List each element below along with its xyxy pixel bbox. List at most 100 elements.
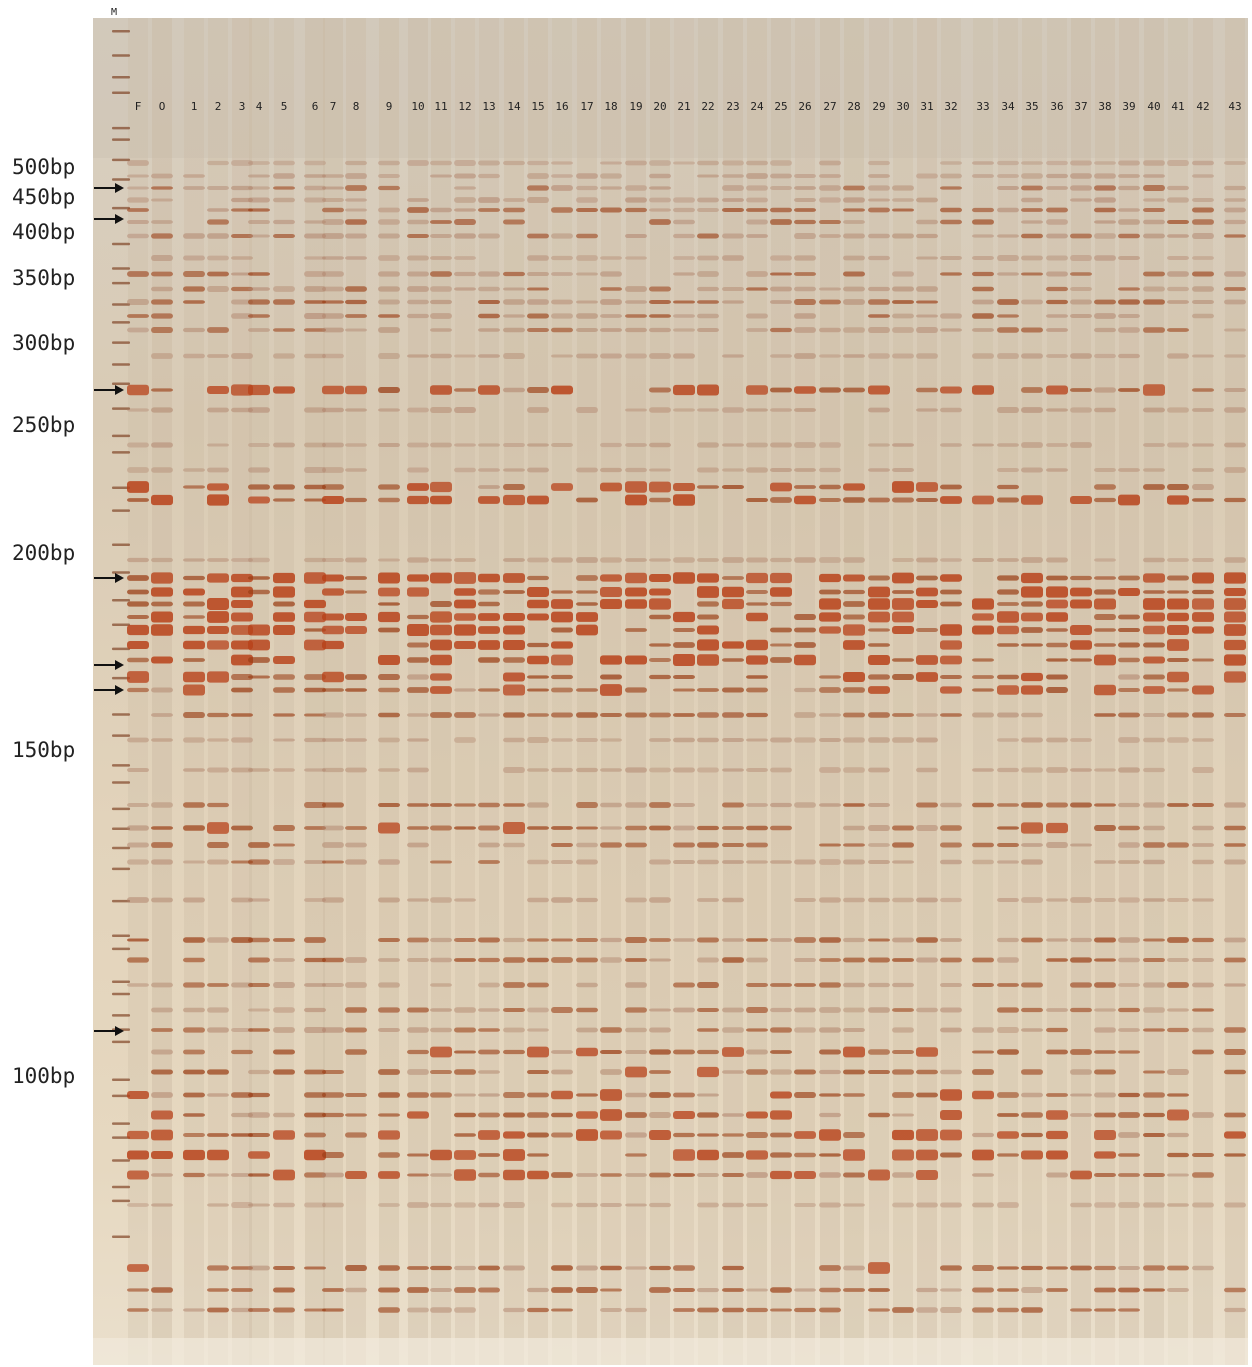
gel-band <box>454 572 476 584</box>
gel-band <box>248 937 270 943</box>
gel-band <box>1192 484 1214 490</box>
gel-band <box>322 186 344 190</box>
gel-band <box>940 589 962 595</box>
gel-band <box>378 353 400 359</box>
gel-band <box>1167 575 1189 581</box>
gel-band <box>819 1069 841 1075</box>
gel-band <box>527 467 549 473</box>
gel-band <box>819 767 841 773</box>
gel-band <box>503 573 525 583</box>
gel-band <box>600 826 622 830</box>
gel-band <box>207 407 229 413</box>
gel-band <box>868 674 890 680</box>
gel-band <box>1118 627 1140 633</box>
gel-band <box>183 825 205 831</box>
gel-band <box>183 588 205 596</box>
gel-band <box>770 354 792 358</box>
ladder-band <box>112 30 130 33</box>
gel-band <box>1143 160 1165 166</box>
gel-band <box>770 627 792 633</box>
gel-band <box>770 286 792 292</box>
gel-band <box>527 713 549 717</box>
gel-band <box>1094 1050 1116 1054</box>
gel-band <box>843 1007 865 1013</box>
gel-band <box>625 587 647 597</box>
gel-band <box>1118 1265 1140 1271</box>
gel-band <box>478 613 500 621</box>
gel-band <box>722 641 744 649</box>
lane-label-33: 33 <box>976 100 990 113</box>
gel-band <box>478 286 500 292</box>
gel-band <box>407 574 429 582</box>
gel-band <box>625 160 647 166</box>
gel-band <box>972 1173 994 1177</box>
lane-label-24: 24 <box>750 100 764 113</box>
gel-band <box>916 286 938 292</box>
gel-band <box>322 198 344 202</box>
gel-band <box>1094 1092 1116 1098</box>
gel-band <box>527 1153 549 1157</box>
gel-band <box>722 354 744 358</box>
gel-band <box>576 802 598 808</box>
gel-band <box>673 572 695 584</box>
gel-band <box>273 328 295 332</box>
gel-band <box>1070 575 1092 581</box>
gel-band <box>1143 299 1165 305</box>
gel-band <box>1224 328 1246 332</box>
gel-band <box>1167 160 1189 166</box>
gel-band <box>1046 674 1068 680</box>
gel-band <box>503 625 525 635</box>
ladder-band <box>112 599 130 602</box>
gel-band <box>843 982 865 988</box>
gel-band <box>1224 271 1246 277</box>
gel-band <box>1192 712 1214 718</box>
gel-band <box>454 1093 476 1097</box>
gel-band <box>1192 219 1214 225</box>
gel-band <box>345 826 367 830</box>
ladder-band <box>112 1094 130 1098</box>
gel-band <box>625 937 647 943</box>
gel-band <box>600 328 622 332</box>
gel-band <box>1118 983 1140 987</box>
gel-band <box>1143 286 1165 292</box>
lane-streak <box>893 18 913 1365</box>
lane-label-20: 20 <box>653 100 667 113</box>
gel-band <box>551 354 573 358</box>
gel-band <box>1046 255 1068 261</box>
gel-band <box>207 1307 229 1313</box>
gel-band <box>972 299 994 305</box>
gel-band <box>503 767 525 773</box>
gel-band <box>378 1152 400 1158</box>
gel-band <box>625 687 647 693</box>
gel-band <box>304 407 326 413</box>
gel-band <box>551 1069 573 1075</box>
gel-band <box>478 1172 500 1178</box>
gel-band <box>1046 557 1068 563</box>
gel-band <box>454 1169 476 1181</box>
gel-band <box>322 207 344 213</box>
gel-band <box>972 1090 994 1100</box>
gel-band <box>478 626 500 634</box>
gel-band <box>722 842 744 848</box>
gel-band <box>503 803 525 807</box>
gel-band <box>649 658 671 662</box>
gel-band <box>1224 983 1246 987</box>
gel-band <box>478 485 500 489</box>
gel-band <box>151 826 173 830</box>
gel-band <box>940 272 962 276</box>
gel-band <box>1167 598 1189 610</box>
gel-band <box>940 686 962 694</box>
gel-band <box>127 197 149 203</box>
gel-band <box>207 233 229 239</box>
gel-band <box>868 353 890 359</box>
gel-band <box>248 1173 270 1177</box>
gel-band <box>151 186 173 190</box>
gel-band <box>916 937 938 943</box>
lane-label-4: 4 <box>255 100 263 113</box>
gel-band <box>454 1307 476 1313</box>
gel-band <box>892 1149 914 1161</box>
gel-band <box>972 234 994 238</box>
gel-band <box>1070 314 1092 318</box>
gel-band <box>248 1008 270 1012</box>
gel-band <box>940 496 962 504</box>
